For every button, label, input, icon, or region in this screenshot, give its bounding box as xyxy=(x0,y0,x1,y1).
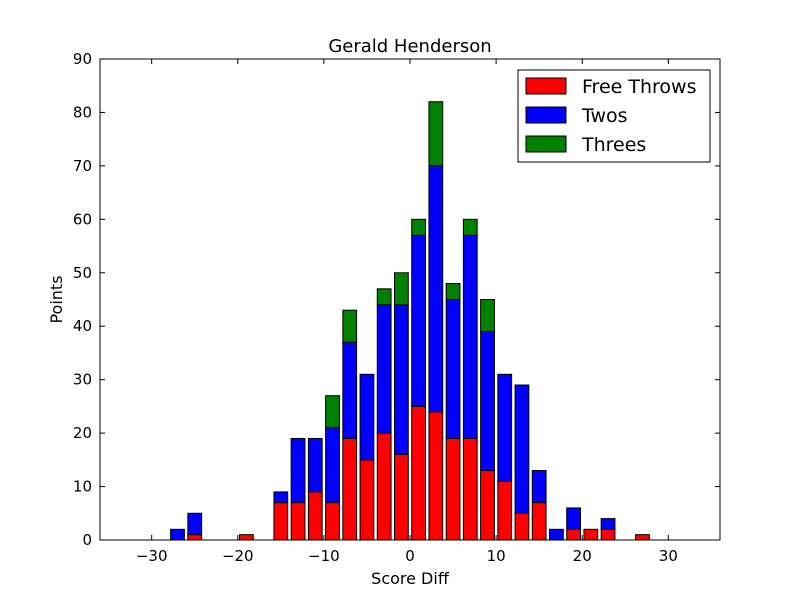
bar-twos-23 xyxy=(497,373,513,482)
bar-free-throws-18 xyxy=(411,405,427,541)
bar-threes-18 xyxy=(411,218,427,236)
bar-free-throws-20 xyxy=(445,437,461,541)
bar-free-throws-28 xyxy=(583,528,599,541)
bar-threes-17 xyxy=(394,272,409,306)
bar-twos-11 xyxy=(290,437,306,504)
bar-free-throws-12 xyxy=(307,491,323,541)
bar-twos-29 xyxy=(600,518,616,530)
bar-threes-13 xyxy=(325,395,340,429)
y-tick-label: 50 xyxy=(73,264,92,282)
bar-free-throws-10 xyxy=(273,502,289,541)
bar-free-throws-27 xyxy=(566,528,581,541)
bar-free-throws-5 xyxy=(187,534,203,541)
bar-threes-16 xyxy=(376,288,392,306)
legend: Free Throws Twos Threes xyxy=(517,69,711,163)
bar-free-throws-14 xyxy=(342,437,358,541)
x-tick-label: 10 xyxy=(487,547,506,565)
y-tick-label: 10 xyxy=(73,478,92,496)
bar-twos-10 xyxy=(273,491,289,504)
bar-free-throws-16 xyxy=(376,432,392,541)
legend-label-1: Twos xyxy=(581,105,628,127)
bar-free-throws-19 xyxy=(428,411,444,541)
bar-free-throws-23 xyxy=(497,480,513,541)
bar-free-throws-25 xyxy=(531,502,547,541)
bar-twos-21 xyxy=(462,234,478,439)
bar-twos-19 xyxy=(428,165,444,413)
y-axis-label: Points xyxy=(47,275,66,323)
bar-twos-25 xyxy=(531,470,547,504)
x-tick-label: 30 xyxy=(659,547,678,565)
legend-swatch-2 xyxy=(525,135,567,153)
bars-group xyxy=(170,101,650,541)
bar-twos-17 xyxy=(394,304,409,455)
bar-free-throws-22 xyxy=(480,470,495,541)
bar-free-throws-11 xyxy=(290,502,306,541)
y-tick-label: 70 xyxy=(73,157,92,175)
bar-twos-27 xyxy=(566,507,581,530)
x-axis-label: Score Diff xyxy=(371,569,450,588)
bar-threes-22 xyxy=(480,299,495,333)
bar-free-throws-24 xyxy=(514,512,530,541)
bar-twos-13 xyxy=(325,427,340,504)
bar-free-throws-8 xyxy=(239,534,254,541)
bar-twos-22 xyxy=(480,331,495,472)
bar-threes-21 xyxy=(462,218,478,236)
bar-threes-20 xyxy=(445,282,461,301)
bar-free-throws-21 xyxy=(462,437,478,541)
bar-twos-18 xyxy=(411,234,427,407)
x-tick-label: −20 xyxy=(222,547,254,565)
y-tick-label: 20 xyxy=(73,424,92,442)
legend-label-2: Threes xyxy=(581,134,646,156)
bar-free-throws-13 xyxy=(325,502,340,541)
bar-free-throws-31 xyxy=(635,534,650,541)
bar-threes-14 xyxy=(342,309,358,343)
y-tick-label: 90 xyxy=(73,50,92,68)
legend-swatch-1 xyxy=(525,106,567,124)
bar-free-throws-29 xyxy=(600,528,616,541)
bar-twos-24 xyxy=(514,384,530,514)
x-tick-label: 20 xyxy=(573,547,592,565)
bar-twos-4 xyxy=(170,528,185,541)
x-tick-label: 0 xyxy=(405,547,415,565)
ticks-group: −30 −20 −10 0 10 20 30 0 10 20 30 40 50 60 70 80 90 xyxy=(73,50,720,565)
bar-twos-12 xyxy=(307,437,323,493)
y-tick-label: 30 xyxy=(73,371,92,389)
legend-swatch-0 xyxy=(525,77,567,95)
bar-twos-15 xyxy=(359,373,375,461)
bar-twos-26 xyxy=(549,528,564,541)
legend-label-0: Free Throws xyxy=(582,76,696,98)
chart-title: Gerald Henderson xyxy=(328,36,491,57)
y-tick-label: 0 xyxy=(82,531,92,549)
bar-twos-20 xyxy=(445,299,461,439)
bar-twos-14 xyxy=(342,341,358,439)
bar-free-throws-15 xyxy=(359,459,375,541)
x-tick-label: −30 xyxy=(136,547,168,565)
x-tick-label: −10 xyxy=(308,547,340,565)
bar-free-throws-17 xyxy=(394,453,409,541)
y-tick-label: 60 xyxy=(73,210,92,228)
bar-threes-19 xyxy=(428,101,444,167)
y-tick-label: 80 xyxy=(73,103,92,121)
bar-twos-16 xyxy=(376,304,392,434)
bar-twos-5 xyxy=(187,512,203,536)
y-tick-label: 40 xyxy=(73,317,92,335)
